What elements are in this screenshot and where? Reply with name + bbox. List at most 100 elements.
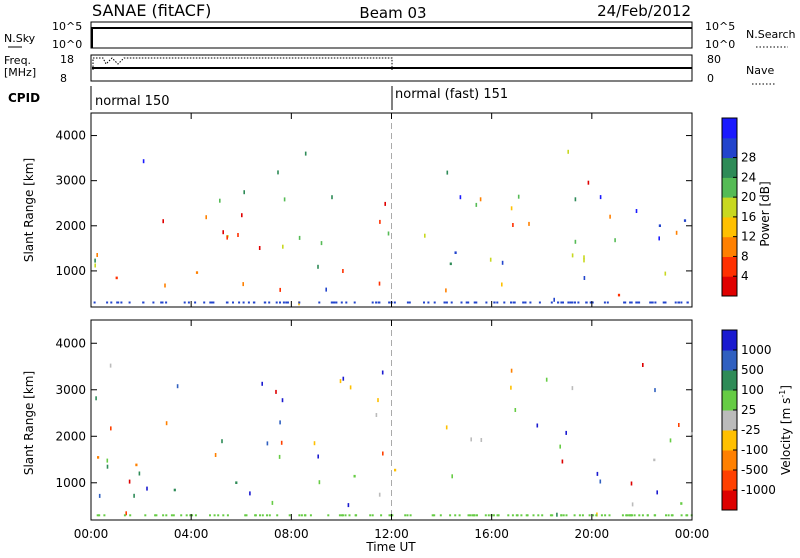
echo-cell [205, 215, 207, 220]
echo-cell [164, 283, 166, 288]
echo-cell [517, 194, 520, 199]
echo-cell [629, 301, 632, 304]
echo-cell [665, 514, 667, 517]
echo-cell [492, 514, 495, 517]
echo-cell [573, 514, 576, 517]
echo-cell [404, 514, 407, 517]
echo-cell [443, 301, 446, 304]
nsearch-tick-low: 10^0 [705, 38, 735, 51]
echo-cell [459, 195, 462, 200]
echo-cell [571, 253, 574, 258]
echo-cell [378, 281, 381, 286]
cpid-panel: CPID normal 150 normal (fast) 151 [8, 86, 508, 110]
echo-cell [325, 287, 327, 292]
echo-cell [135, 463, 138, 467]
echo-cell [98, 514, 101, 517]
station-title: SANAE (fitACF) [92, 1, 211, 20]
echo-cell [617, 293, 621, 297]
echo-cell [180, 514, 183, 517]
echo-cell [431, 514, 434, 517]
y-label-velocity: Slant Range [km] [22, 371, 36, 475]
echo-cell [567, 301, 570, 304]
echo-cell [587, 180, 590, 185]
echo-cell [406, 514, 409, 517]
echo-cell [631, 502, 634, 507]
echo-cell [349, 385, 352, 390]
colorbar-swatch [722, 430, 737, 451]
echo-cell [520, 514, 523, 517]
echo-cell [249, 491, 251, 496]
echo-cell [630, 301, 633, 304]
echo-cell [674, 301, 677, 304]
echo-cell [194, 514, 197, 517]
echo-cell [327, 514, 330, 517]
echo-cell [266, 514, 268, 517]
echo-cell [369, 514, 372, 517]
echo-cell [680, 301, 683, 304]
y-tick-label: 4000 [55, 129, 86, 143]
echo-cell [247, 301, 250, 304]
freq-tick-low: 8 [60, 72, 67, 85]
echo-cell [669, 438, 672, 443]
echo-cell [424, 233, 426, 238]
echo-cell [142, 301, 145, 304]
echo-cell [209, 514, 211, 517]
echo-cell [176, 384, 179, 389]
nave-label: Nave [746, 64, 774, 77]
echo-cell [497, 514, 500, 517]
colorbar-tick-label: 20 [741, 190, 756, 204]
colorbar-tick-label: 4 [741, 269, 749, 283]
echo-cell [165, 514, 168, 517]
colorbar-tick-label: 8 [741, 249, 749, 263]
velocity-cbar-label-main: Velocity [m s [779, 398, 793, 475]
colorbar-tick-label: 25 [741, 403, 756, 417]
echo-cell [599, 195, 602, 200]
echo-cell [379, 219, 381, 224]
echo-cell [298, 514, 301, 517]
echo-cell [258, 246, 261, 250]
echo-cell [450, 301, 453, 304]
echo-cell [342, 376, 345, 381]
echo-cell [279, 420, 281, 425]
echo-cell [189, 514, 192, 517]
echo-cell [277, 170, 279, 175]
echo-cell [96, 253, 98, 257]
echo-cell [599, 479, 602, 484]
echo-cell [565, 430, 567, 435]
echo-cell [571, 301, 574, 304]
echo-cell [591, 301, 594, 304]
echo-cell [340, 514, 343, 517]
echo-cell [473, 301, 476, 304]
echo-cell [144, 514, 147, 517]
echo-cell [651, 301, 654, 304]
echo-cell [528, 221, 530, 226]
echo-cell [298, 301, 301, 304]
echo-cell [94, 258, 96, 263]
echo-cell [637, 301, 640, 304]
echo-cell [320, 241, 323, 246]
echo-cell [614, 238, 616, 243]
echo-cell [469, 514, 472, 517]
echo-cell [574, 301, 576, 304]
x-tick-label: 16:00 [474, 527, 509, 541]
echo-cell [626, 514, 629, 517]
echo-cell [592, 514, 595, 517]
echo-cell [475, 301, 478, 304]
nave-tick-low: 0 [707, 72, 714, 85]
colorbar-tick-label: 100 [741, 383, 764, 397]
echo-cell [524, 301, 527, 304]
echo-cell [317, 264, 319, 269]
x-tick-label: 08:00 [274, 527, 309, 541]
echo-cell [465, 301, 468, 304]
echo-cell [493, 301, 496, 304]
echo-cell [583, 255, 585, 260]
velocity-cbar-label-sup: -1 [778, 390, 787, 398]
echo-cell [340, 301, 343, 304]
power-panel: 1000 2000 3000 4000 [55, 112, 693, 308]
echo-cell [656, 490, 658, 495]
echo-cell [146, 486, 148, 491]
echo-cell [261, 514, 264, 517]
colorbar-swatch [722, 390, 737, 411]
echo-cell [574, 239, 577, 244]
echo-cell [245, 514, 248, 517]
